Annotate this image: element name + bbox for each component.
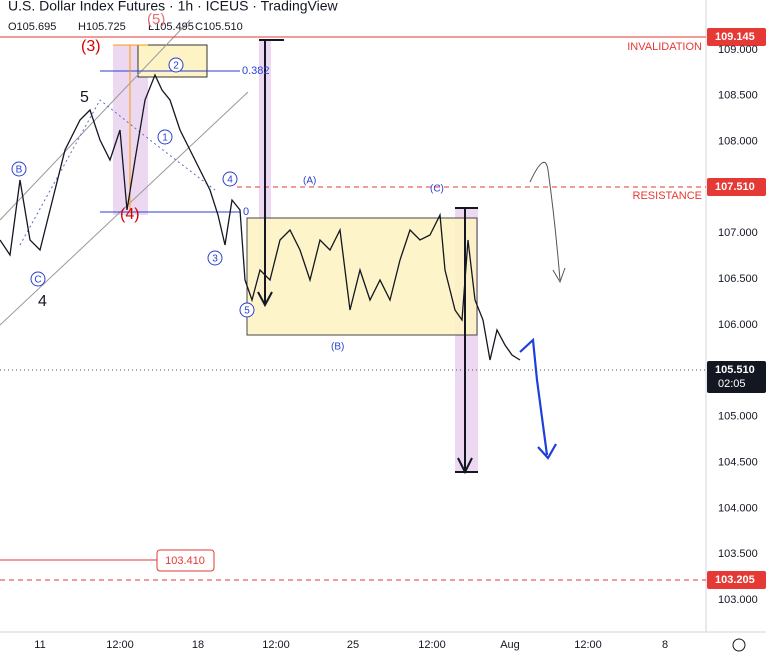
- wave-label: (C): [430, 184, 444, 195]
- wave-label: 5: [244, 306, 250, 317]
- wave-circle: [30, 271, 46, 287]
- wave-label: (5): [147, 11, 165, 28]
- price-tick-label: 103.500: [718, 548, 758, 560]
- resistance-label: RESISTANCE: [633, 190, 702, 202]
- ohlc-high: H105.725: [78, 21, 126, 33]
- price-tick-label: 104.000: [718, 502, 758, 514]
- wave-label: 4: [38, 293, 47, 310]
- time-tick-label: 25: [347, 639, 359, 651]
- invalidation-label: INVALIDATION: [627, 41, 702, 53]
- price-tick-label: 109.000: [718, 44, 758, 56]
- wave-circle: [157, 129, 173, 145]
- wave-label: (4): [120, 206, 140, 223]
- ohlc-open: O105.695: [8, 21, 56, 33]
- ohlc-low: L105.495: [148, 21, 194, 33]
- wave-label: C: [34, 275, 41, 286]
- wave-label: (A): [303, 176, 316, 187]
- time-tick-label: 12:00: [106, 639, 134, 651]
- price-tick-label: 103.000: [718, 594, 758, 606]
- wave-label: 5: [80, 89, 89, 106]
- settings-button[interactable]: [732, 638, 746, 652]
- wave-label: 4: [227, 175, 233, 186]
- wave-circle: [222, 171, 238, 187]
- price-tick-label: 108.000: [718, 136, 758, 148]
- price-tick-label: 105.000: [718, 411, 758, 423]
- chart-title: U.S. Dollar Index Futures · 1h · ICEUS ·…: [8, 0, 339, 14]
- wave-label: 3: [212, 254, 218, 265]
- level-box-label: 103.410: [165, 555, 205, 567]
- price-tick-label: 104.500: [718, 456, 758, 468]
- price-tick-label: 108.500: [718, 90, 758, 102]
- wave-circle: [239, 302, 255, 318]
- time-tick-label: 8: [662, 639, 668, 651]
- wave-label: B: [16, 165, 23, 176]
- time-tick-label: 18: [192, 639, 204, 651]
- time-tick-label: 12:00: [418, 639, 446, 651]
- wave-label: (B): [331, 342, 344, 353]
- price-tick-label: 106.000: [718, 319, 758, 331]
- time-tick-label: 12:00: [574, 639, 602, 651]
- wave-label: (3): [81, 38, 101, 55]
- time-tick-label: 12:00: [262, 639, 290, 651]
- price-tag: 103.205: [715, 574, 755, 586]
- wave-label: 2: [173, 61, 179, 72]
- countdown: 02:05: [718, 378, 746, 390]
- wave-label: 1: [162, 133, 168, 144]
- price-tag: 105.510: [715, 364, 755, 376]
- price-tag: 109.145: [715, 31, 755, 43]
- price-tag: 107.510: [715, 181, 755, 193]
- fib-label: 0.382: [242, 65, 270, 77]
- time-tick-label: Aug: [500, 639, 520, 651]
- time-tick-label: 11: [34, 639, 45, 651]
- price-tick-label: 106.500: [718, 273, 758, 285]
- wave-circle: [207, 250, 223, 266]
- wave-circle: [168, 57, 184, 73]
- price-tick-label: 107.000: [718, 227, 758, 239]
- ohlc-close: C105.510: [195, 21, 243, 33]
- fib-zero-label: 0: [243, 206, 249, 218]
- wave-circle: [11, 161, 27, 177]
